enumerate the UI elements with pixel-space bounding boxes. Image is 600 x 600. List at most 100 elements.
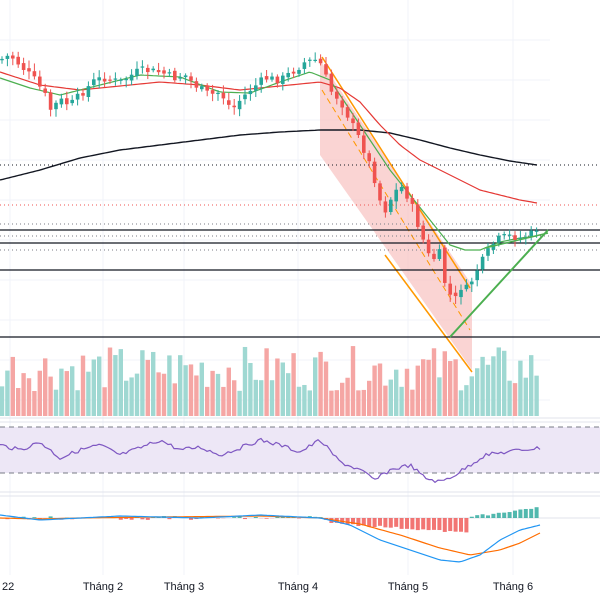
macd-hist-493	[491, 513, 496, 518]
candle-body-4	[21, 63, 26, 70]
volume-bar-16	[86, 371, 91, 416]
volume-bar-94	[507, 380, 512, 416]
macd-panel	[0, 507, 600, 563]
volume-bar-52	[280, 362, 285, 416]
macd-hist-245	[243, 518, 247, 520]
macd-hist-396	[394, 518, 399, 527]
volume-bar-55	[296, 386, 302, 416]
macd-hist-429	[426, 518, 431, 531]
macd-hist-380	[378, 518, 382, 526]
volume-bar-9	[48, 376, 53, 416]
candle-body-87	[470, 281, 474, 285]
candle-body-13	[70, 99, 74, 104]
rsi-band	[0, 427, 600, 473]
candle-body-62	[335, 91, 339, 99]
volume-bar-58	[313, 357, 318, 416]
candle-body-56	[302, 62, 307, 69]
candle-body-51	[275, 76, 280, 84]
volume-bar-26	[140, 350, 145, 416]
macd-hist-510	[507, 512, 512, 518]
candle-body-14	[75, 93, 80, 100]
x-tick-label-0: 22	[2, 581, 14, 593]
volume-bar-46	[248, 362, 253, 416]
macd-hist-385	[383, 518, 388, 528]
macd-hist-148	[145, 518, 150, 520]
volume-bar-10	[53, 389, 59, 416]
macd-hist-456	[453, 518, 458, 532]
volume-bar-30	[161, 373, 167, 416]
volume-bar-99	[534, 375, 539, 416]
macd-hist-132	[129, 518, 134, 520]
candle-body-93	[502, 234, 506, 236]
macd-hist-461	[459, 518, 463, 532]
candle-body-64	[345, 107, 350, 118]
volume-bar-67	[361, 389, 366, 416]
candle-body-58	[313, 59, 317, 61]
volume-bar-65	[350, 346, 356, 416]
rsi-panel	[0, 426, 600, 484]
candle-body-80	[432, 253, 436, 260]
volume-bar-20	[107, 347, 113, 416]
ma-slow-line	[0, 129, 538, 181]
macd-hist-364	[361, 518, 366, 526]
candle-body-81	[437, 249, 442, 259]
macd-hist-126	[124, 518, 129, 519]
x-tick-label-3: Tháng 4	[278, 581, 318, 593]
volume-bar-18	[97, 356, 102, 416]
volume-bar-73	[394, 369, 399, 416]
macd-hist-142	[140, 518, 145, 520]
candle-body-53	[286, 72, 290, 78]
macd-hist-488	[486, 515, 490, 518]
candle-body-59	[318, 58, 323, 64]
candle-body-91	[491, 243, 496, 250]
candle-body-34	[183, 75, 188, 78]
candle-body-94	[507, 234, 512, 236]
macd-hist-375	[372, 518, 377, 528]
volume-bar-95	[512, 383, 518, 416]
volume-bar-84	[453, 359, 458, 416]
candle-body-21	[113, 78, 118, 80]
candle-body-85	[459, 289, 463, 298]
volume-bar-31	[167, 355, 172, 416]
volume-bar-70	[377, 363, 383, 416]
candle-body-74	[399, 186, 404, 192]
volume-bar-62	[334, 390, 339, 416]
macd-hist-234	[232, 517, 237, 518]
macd-hist-358	[356, 518, 361, 527]
volume-bar-1	[5, 370, 10, 416]
macd-hist-348	[345, 518, 350, 525]
candle-body-36	[194, 81, 199, 88]
candle-body-79	[426, 239, 431, 254]
moving-averages	[0, 71, 538, 251]
volume-bar-47	[253, 379, 258, 416]
volume-bar-28	[151, 351, 156, 416]
candle-body-35	[189, 76, 193, 81]
volume-bar-91	[491, 356, 496, 416]
macd-hist-499	[496, 512, 501, 518]
volume-bar-5	[26, 378, 32, 416]
volume-bar-57	[307, 390, 312, 416]
volume-bar-23	[124, 380, 129, 416]
volume-bar-35	[188, 364, 194, 416]
volume-bar-25	[134, 373, 140, 416]
volume-bar-72	[388, 379, 393, 416]
x-axis: 22 Tháng 2 Tháng 3 Tháng 4 Tháng 5 Tháng 6	[2, 581, 533, 593]
candle-body-41	[221, 92, 226, 99]
macd-hist-412	[410, 518, 415, 530]
volume-bar-83	[448, 361, 453, 416]
candle-body-96	[518, 237, 523, 240]
candle-body-49	[264, 76, 269, 80]
volume-bar-69	[372, 365, 377, 416]
candle-body-68	[367, 153, 371, 162]
candle-body-83	[448, 283, 452, 295]
volume-bar-51	[275, 358, 280, 416]
candle-body-86	[464, 284, 469, 290]
candle-body-44	[237, 100, 242, 110]
candle-body-12	[65, 98, 69, 105]
support-line-2	[484, 232, 549, 249]
volume-bar-89	[480, 356, 485, 416]
x-tick-label-5: Tháng 6	[493, 581, 533, 593]
candle-body-99	[534, 230, 539, 232]
candle-body-5	[27, 68, 31, 72]
volume-bar-82	[442, 351, 447, 416]
